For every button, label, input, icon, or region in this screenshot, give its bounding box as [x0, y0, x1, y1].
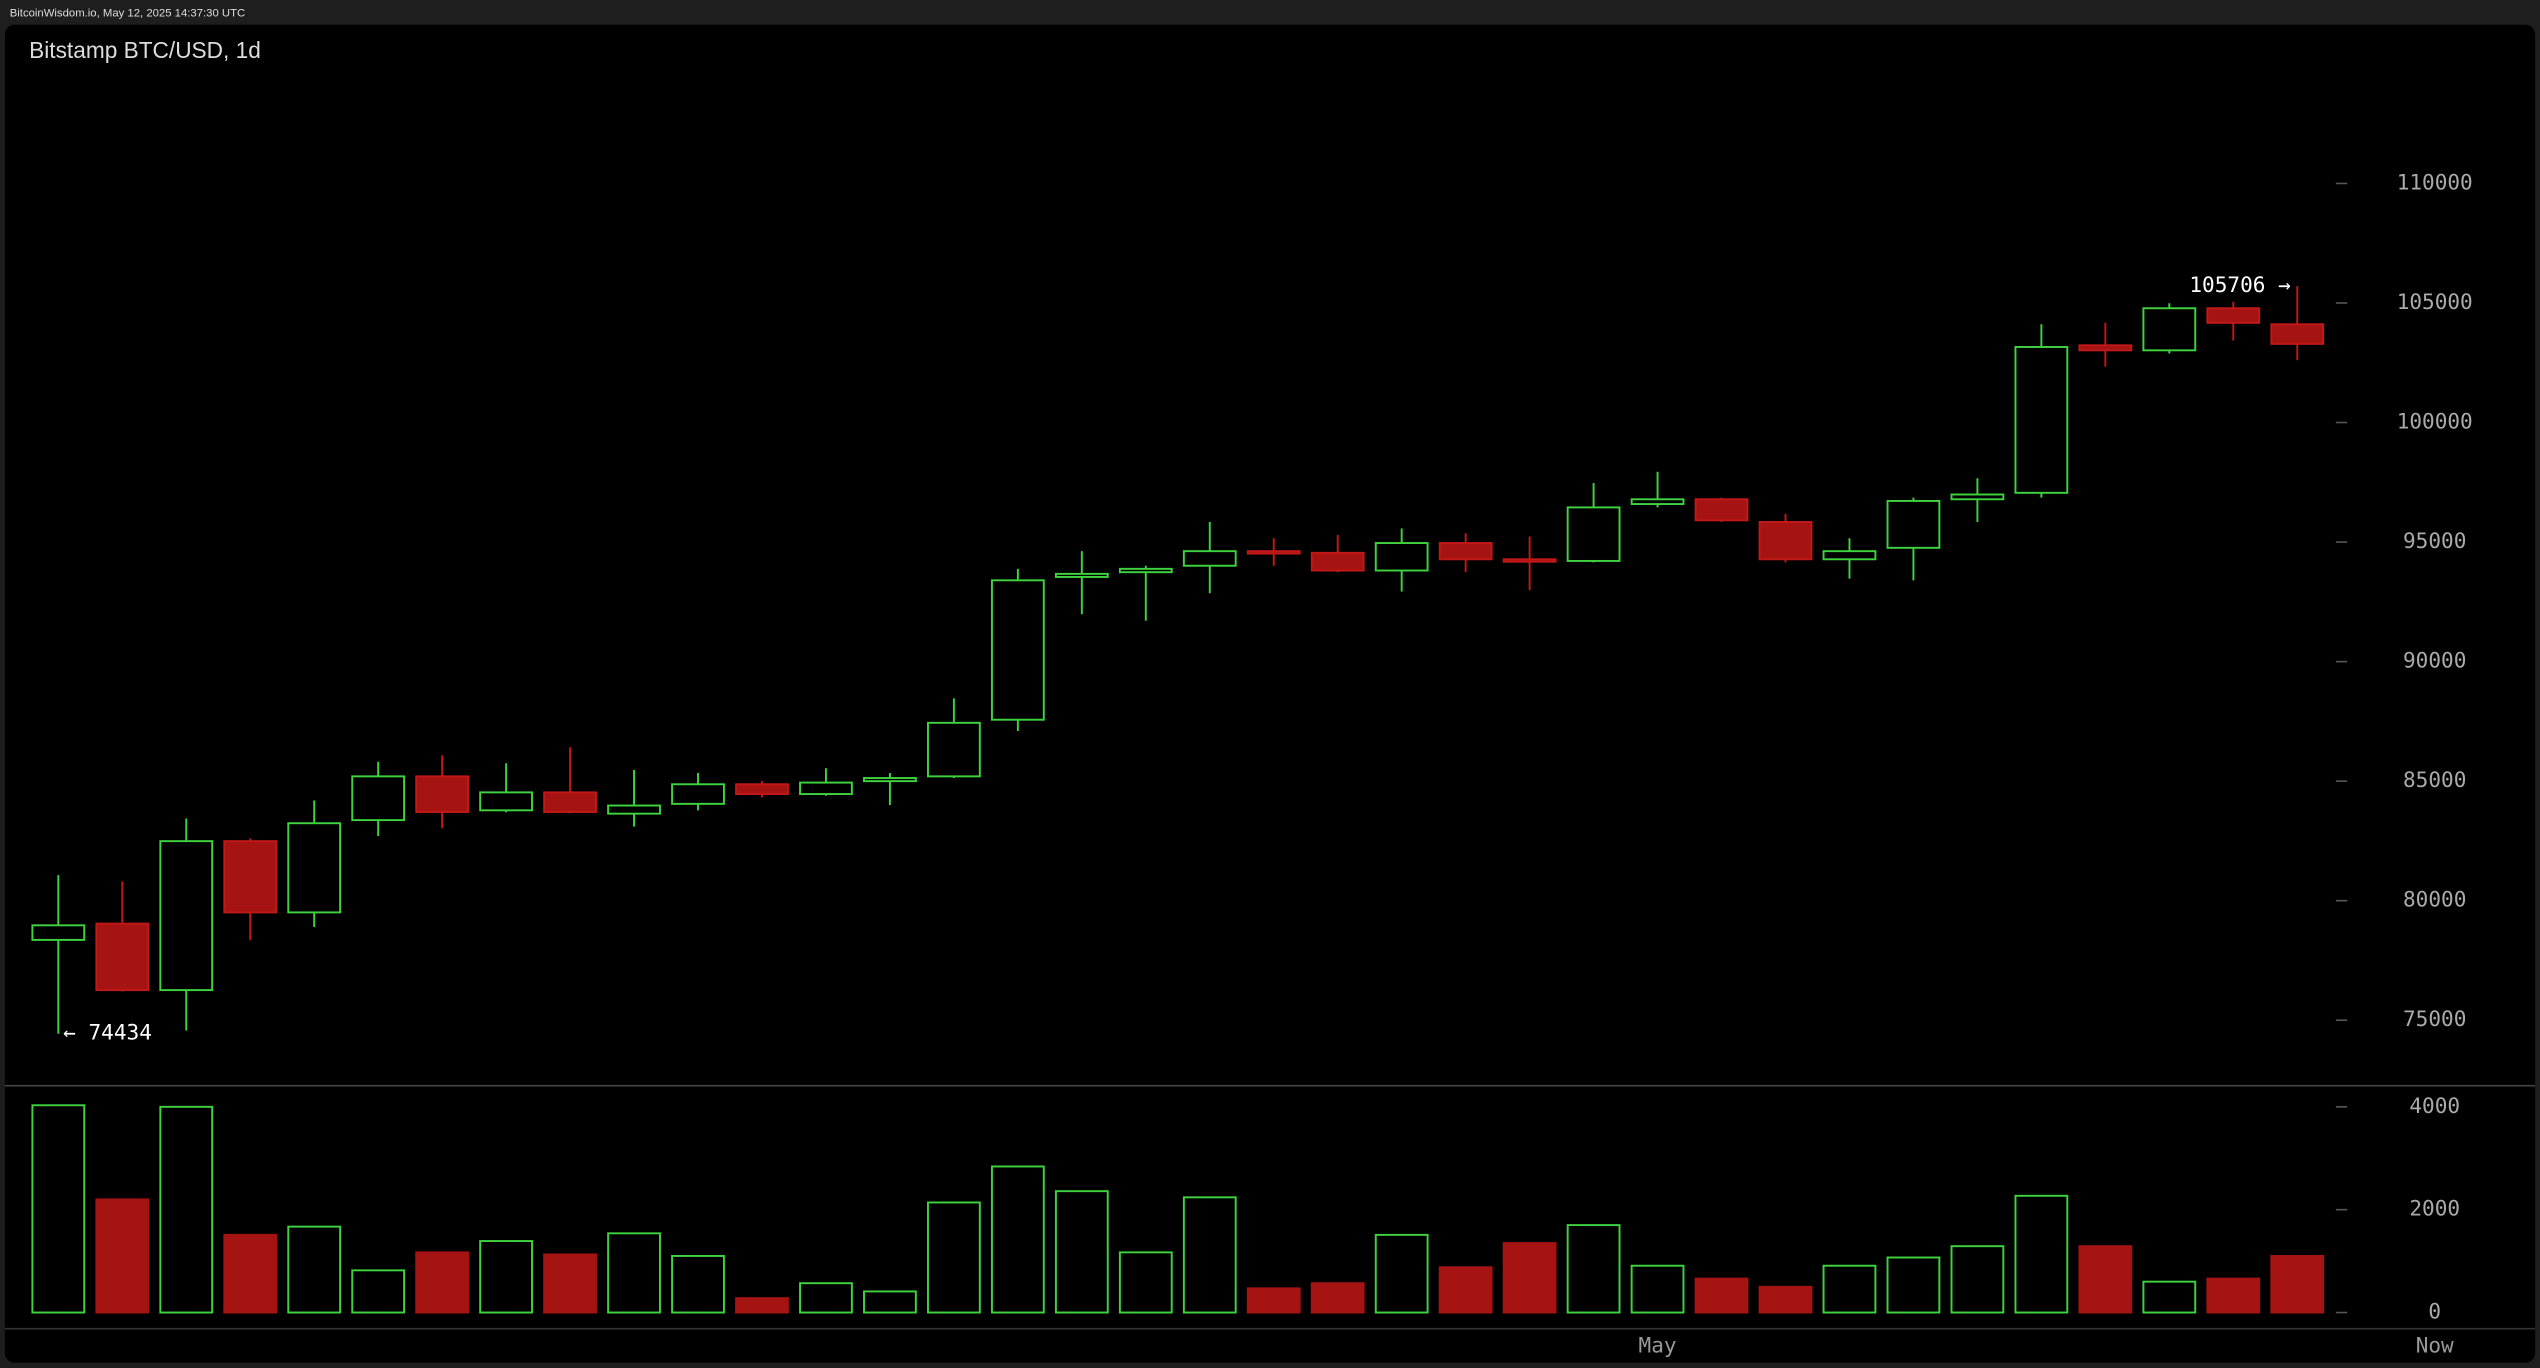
candle-body	[1950, 493, 2005, 501]
volume-bar	[1054, 1190, 1109, 1314]
volume-bar	[1630, 1264, 1685, 1314]
y-tick-label: 85000	[2403, 767, 2466, 792]
candle-body	[990, 579, 1045, 721]
candle-body	[1438, 542, 1493, 561]
volume-bar	[799, 1282, 853, 1314]
volume-bar	[735, 1297, 789, 1314]
y-tick-label: 105000	[2397, 289, 2473, 314]
volume-bar	[351, 1269, 406, 1314]
candle-body	[607, 804, 661, 815]
candle-body	[223, 840, 278, 914]
candle-body	[2014, 346, 2069, 494]
volume-bar	[863, 1290, 917, 1314]
candle-body	[671, 783, 725, 805]
candle-body	[2206, 307, 2261, 324]
volume-bar	[1374, 1233, 1429, 1314]
volume-bar	[2270, 1254, 2325, 1314]
volume-bar	[543, 1253, 597, 1314]
y-tick-label: 75000	[2403, 1006, 2466, 1031]
volume-bar	[2206, 1277, 2261, 1314]
candle-body	[1822, 550, 1877, 561]
candle-body	[1118, 567, 1173, 574]
candle-body	[2142, 307, 2197, 352]
volume-tick-label: 2000	[2409, 1196, 2460, 1221]
volume-bar	[31, 1104, 86, 1314]
candle-body	[1502, 558, 1557, 563]
volume-bar	[2078, 1245, 2133, 1314]
y-tick-label: 95000	[2403, 528, 2466, 553]
y-tick-label: 90000	[2403, 648, 2466, 673]
volume-bar	[159, 1105, 214, 1314]
candle-body	[479, 791, 533, 812]
candle-body	[1054, 572, 1109, 578]
volume-bar	[1182, 1196, 1237, 1314]
volume-bar	[1822, 1264, 1877, 1314]
candle-body	[927, 721, 981, 778]
volume-bar	[927, 1201, 981, 1314]
volume-bar	[2142, 1280, 2197, 1314]
candle-body	[1246, 550, 1301, 555]
volume-bar	[1950, 1245, 2005, 1314]
now-label: Now	[2416, 1333, 2454, 1358]
volume-bar	[1566, 1224, 1621, 1314]
candle-body	[1694, 498, 1749, 522]
volume-bar	[990, 1165, 1045, 1314]
volume-bar	[1694, 1277, 1749, 1314]
annotation: ← 74434	[63, 1020, 152, 1045]
header: BitcoinWisdom.io, May 12, 2025 14:37:30 …	[10, 7, 246, 19]
candle-body	[1310, 551, 1365, 572]
volume-tick-label: 0	[2428, 1299, 2441, 1324]
candle-body	[1566, 506, 1621, 562]
volume-bar	[223, 1233, 278, 1314]
candle-body	[1886, 499, 1941, 549]
volume-bar	[1886, 1256, 1941, 1314]
volume-bar	[2014, 1194, 2069, 1314]
candle-body	[415, 775, 470, 813]
volume-bar	[1758, 1285, 1813, 1314]
volume-bar	[415, 1251, 470, 1314]
y-tick-label: 100000	[2397, 409, 2473, 434]
volume-tick-label: 4000	[2409, 1093, 2460, 1118]
candle-body	[287, 822, 342, 914]
candle-body	[351, 775, 406, 822]
volume-bar	[1438, 1266, 1493, 1314]
candle-body	[159, 840, 214, 992]
volume-bar	[1502, 1242, 1557, 1314]
y-tick-label: 80000	[2403, 887, 2466, 912]
annotation: 105706 →	[2189, 272, 2290, 297]
volume-bar	[1310, 1282, 1365, 1314]
candle-body	[2078, 344, 2133, 352]
volume-bar	[671, 1254, 725, 1314]
volume-bar	[607, 1232, 661, 1314]
candle-body	[1630, 498, 1685, 506]
volume-bar	[1246, 1287, 1301, 1314]
candle-body	[543, 791, 597, 813]
candle-body	[863, 777, 917, 783]
volume-bar	[287, 1225, 342, 1314]
volume-bar	[95, 1198, 150, 1314]
volume-bar	[479, 1240, 533, 1314]
candle-body	[2270, 323, 2325, 345]
candle-body	[1374, 542, 1429, 572]
candle-body	[95, 922, 150, 992]
chart-title: Bitstamp BTC/USD, 1d	[29, 37, 261, 63]
x-tick-label: May	[1639, 1333, 1677, 1358]
candle-body	[735, 783, 789, 796]
candle-body	[1182, 550, 1237, 567]
volume-bar	[1118, 1251, 1173, 1314]
y-tick-label: 110000	[2397, 169, 2473, 194]
candle-body	[799, 781, 853, 796]
chart-area	[4, 24, 2536, 1363]
candle-body	[1758, 521, 1813, 561]
candle-body	[31, 924, 86, 941]
